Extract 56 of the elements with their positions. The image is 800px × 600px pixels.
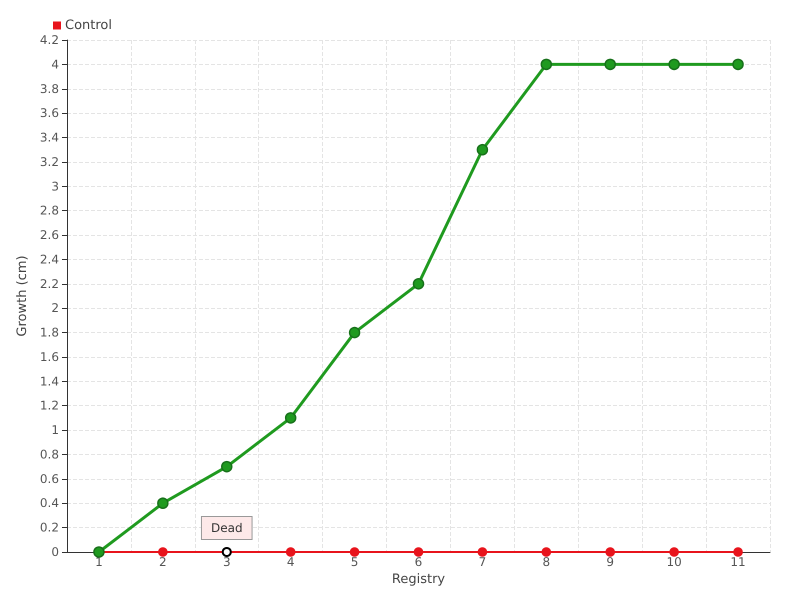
legend-label: Control (65, 18, 112, 33)
x-tick-label: 4 (286, 555, 294, 569)
point (605, 547, 615, 557)
y-tick-label: 3.2 (40, 154, 59, 169)
y-tick-label: 2.2 (40, 276, 59, 291)
y-tick-label: 2 (51, 301, 59, 316)
point (732, 58, 744, 70)
x-axis-title: Registry (392, 572, 446, 587)
y-tick-label: 2.6 (40, 228, 59, 242)
y-tick-label: 4 (51, 57, 59, 72)
point (604, 58, 616, 70)
x-tick-label: 6 (414, 555, 422, 569)
y-tick-label: 4.2 (40, 33, 59, 47)
x-tick-label: 2 (159, 555, 167, 569)
point (669, 547, 679, 557)
point (476, 144, 488, 156)
point (540, 58, 552, 70)
y-tick-label: 1.6 (40, 350, 59, 364)
y-tick-label: 3.4 (40, 130, 59, 145)
y-tick-label: 1.8 (40, 326, 59, 340)
y-tick-label: 2.4 (40, 252, 59, 266)
point (158, 547, 168, 557)
y-tick-label: 0.8 (40, 447, 59, 462)
x-tick-label: 10 (666, 555, 682, 569)
x-tick-label: 5 (350, 555, 358, 569)
point (350, 547, 360, 557)
point (284, 412, 296, 424)
point (733, 547, 743, 557)
point (286, 547, 296, 557)
point (157, 497, 169, 509)
point (542, 547, 552, 557)
x-tick-label: 11 (730, 555, 746, 569)
x-tick-label: 1 (95, 555, 103, 569)
point (478, 547, 488, 557)
y-tick-label: 0.4 (40, 496, 59, 510)
annotation: Dead (210, 521, 243, 535)
y-axis-title: Growth (cm) (15, 255, 30, 337)
x-tick-label: 9 (606, 555, 614, 569)
y-tick-label: 0.6 (40, 472, 59, 486)
y-tick-label: 3 (51, 179, 59, 194)
y-tick-label: 3.8 (40, 82, 59, 96)
y-tick-label: 1.2 (40, 398, 59, 413)
y-tick-label: 1 (51, 423, 59, 438)
point (348, 326, 360, 338)
point (668, 58, 680, 70)
point (412, 278, 424, 290)
y-tick-label: 0.2 (40, 520, 59, 535)
x-tick-label: 3 (222, 555, 231, 569)
point (414, 547, 424, 557)
point (221, 460, 233, 472)
y-tick-label: 2.8 (40, 204, 59, 218)
y-tick-label: 0 (51, 545, 59, 559)
y-tick-label: 3.6 (40, 106, 59, 120)
x-tick-label: 8 (542, 555, 550, 569)
x-tick-label: 7 (478, 555, 486, 569)
y-tick-label: 1.4 (40, 374, 59, 388)
